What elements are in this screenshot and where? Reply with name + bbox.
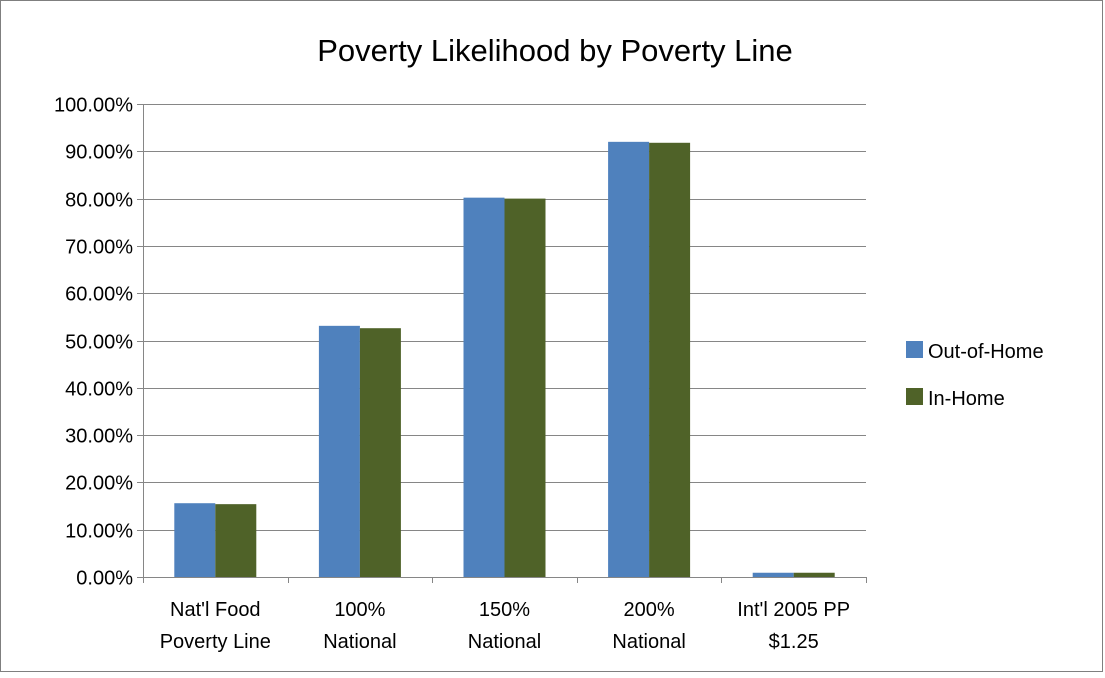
y-tick-label: 30.00% — [65, 426, 133, 448]
bar-out-of-home — [174, 503, 216, 577]
x-tick-label: Int'l 2005 PP — [737, 599, 850, 621]
legend-swatch — [906, 388, 923, 405]
x-tick-label: $1.25 — [769, 631, 819, 653]
x-tick-label: 100% — [334, 599, 385, 621]
y-tick-label: 20.00% — [65, 473, 133, 495]
y-tick-label: 40.00% — [65, 379, 133, 401]
y-tick-label: 90.00% — [65, 142, 133, 164]
x-tick-label: National — [612, 631, 685, 653]
x-tick-label: Nat'l Food — [170, 599, 261, 621]
y-tick-label: 70.00% — [65, 237, 133, 259]
y-tick-label: 0.00% — [76, 568, 133, 590]
bar-out-of-home — [608, 141, 650, 577]
bar-out-of-home — [463, 197, 505, 578]
y-tick-label: 10.00% — [65, 521, 133, 543]
axes — [137, 104, 867, 583]
bar-out-of-home — [752, 572, 794, 577]
y-tick-label: 50.00% — [65, 332, 133, 354]
y-tick-label: 60.00% — [65, 284, 133, 306]
bar-in-home — [649, 142, 691, 577]
legend-swatch — [906, 341, 923, 358]
y-axis-tick-labels: 0.00% 10.00% 20.00% 30.00% 40.00% 50.00% 60.00… — [54, 95, 133, 590]
bar-in-home — [504, 198, 546, 577]
bar-in-home — [215, 504, 257, 577]
x-tick-label: 200% — [624, 599, 675, 621]
y-tick-label: 80.00% — [65, 190, 133, 212]
x-tick-label: Poverty Line — [160, 631, 271, 653]
chart-title: Poverty Likelihood by Poverty Line — [317, 33, 793, 68]
legend: Out-of-Home In-Home — [906, 341, 1044, 410]
legend-label: In-Home — [928, 388, 1005, 410]
x-tick-label: National — [468, 631, 541, 653]
bar-in-home — [359, 328, 401, 577]
x-tick-label: 150% — [479, 599, 530, 621]
x-tick-label: National — [323, 631, 396, 653]
y-tick-label: 100.00% — [54, 95, 133, 117]
legend-label: Out-of-Home — [928, 341, 1044, 363]
x-axis-tick-labels: Nat'l Food Poverty Line 100% National 150% Na… — [160, 599, 850, 653]
bars — [174, 141, 835, 578]
bar-out-of-home — [318, 325, 360, 577]
bar-in-home — [793, 572, 835, 577]
